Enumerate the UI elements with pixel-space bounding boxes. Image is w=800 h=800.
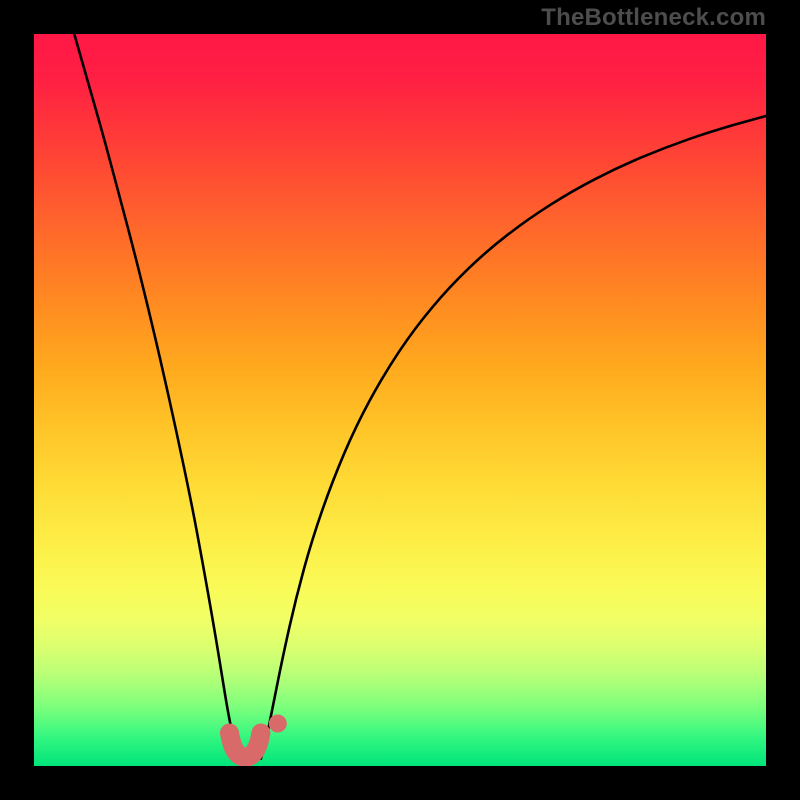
gradient-background xyxy=(34,34,766,766)
watermark-text: TheBottleneck.com xyxy=(541,4,766,32)
bottleneck-marker-dot xyxy=(269,715,287,733)
plot-svg xyxy=(34,34,766,766)
chart-frame: TheBottleneck.com xyxy=(0,0,800,800)
plot-area xyxy=(34,34,766,766)
